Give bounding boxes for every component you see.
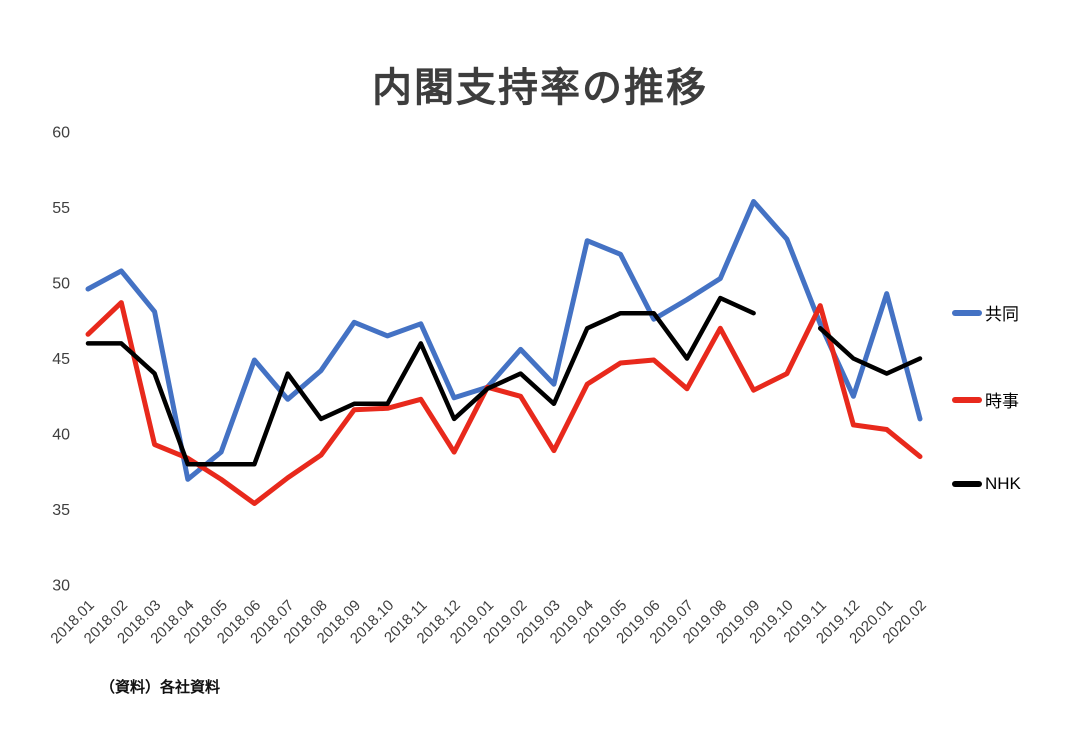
y-axis-tick-label: 35: [52, 502, 70, 519]
y-axis-tick-label: 40: [52, 427, 70, 444]
series-line-nhk: [85, 295, 923, 467]
legend-item-kyodo: 共同: [952, 300, 1021, 325]
chart-title: 内閣支持率の推移: [372, 66, 708, 110]
legend-label-kyodo: 共同: [985, 305, 1019, 324]
y-axis-tick-label: 60: [52, 125, 70, 142]
jiji-line-swatch: [952, 396, 982, 403]
legend-item-jiji: 時事: [952, 387, 1021, 412]
y-axis-tick-label: 30: [52, 578, 70, 595]
legend-label-nhk: NHK: [985, 474, 1021, 493]
y-axis-tick-label: 55: [52, 200, 70, 217]
legend-item-nhk: NHK: [952, 474, 1021, 494]
source-footnote: （資料）各社資料: [100, 679, 221, 696]
y-axis-tick-label: 50: [52, 276, 70, 293]
series-line-jiji: [85, 300, 923, 506]
kyodo-line-swatch: [952, 309, 982, 316]
series-line-kyodo: [85, 199, 923, 482]
nhk-line-swatch: [952, 481, 982, 487]
legend-label-jiji: 時事: [985, 392, 1019, 411]
chart-legend: 共同 時事 NHK: [952, 300, 1021, 494]
y-axis-tick-label: 45: [52, 351, 70, 368]
